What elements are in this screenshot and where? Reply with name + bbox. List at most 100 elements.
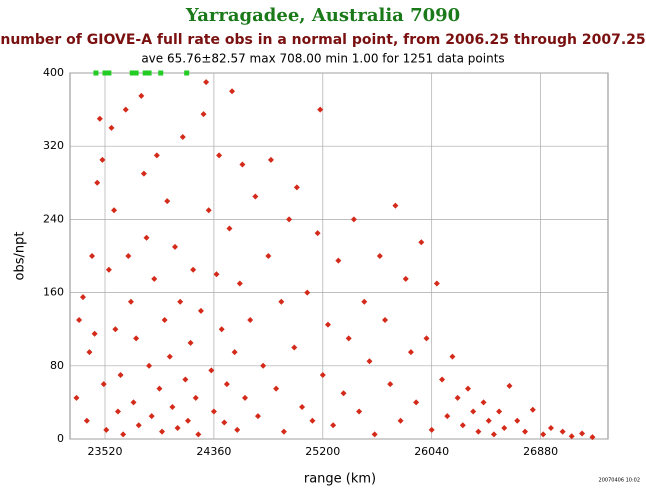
point — [402, 275, 409, 282]
point — [485, 417, 492, 424]
x-tick-label: 26880 — [523, 445, 558, 458]
point — [470, 408, 477, 415]
y-tick-label: 320 — [43, 139, 64, 152]
point — [239, 161, 246, 168]
point — [105, 266, 112, 273]
point — [133, 335, 140, 342]
point — [439, 376, 446, 383]
x-axis-label: range (km) — [304, 472, 376, 487]
point — [265, 253, 272, 259]
point — [112, 326, 119, 333]
point — [133, 70, 139, 76]
point — [203, 79, 210, 86]
point — [397, 417, 404, 424]
point — [286, 216, 293, 223]
point — [177, 298, 184, 305]
point — [366, 358, 373, 365]
point — [96, 115, 103, 122]
plot-area — [69, 72, 609, 440]
point — [218, 326, 225, 333]
point — [138, 92, 145, 99]
point — [153, 152, 160, 159]
point — [89, 253, 96, 259]
point — [304, 289, 311, 296]
point — [102, 70, 108, 76]
point — [151, 275, 158, 282]
point — [125, 253, 132, 259]
point — [376, 253, 383, 259]
point — [122, 106, 129, 113]
point — [210, 408, 217, 415]
point — [490, 431, 497, 438]
point — [169, 403, 176, 410]
point — [94, 179, 101, 186]
point — [464, 385, 471, 392]
point — [579, 430, 586, 437]
point — [392, 202, 399, 209]
point — [79, 294, 86, 301]
point — [216, 152, 223, 159]
point — [223, 381, 230, 388]
x-tick-label: 24360 — [196, 445, 231, 458]
point — [187, 339, 194, 346]
point — [166, 353, 173, 360]
point — [540, 431, 547, 438]
point — [345, 335, 352, 342]
point — [182, 376, 189, 383]
point — [156, 385, 163, 392]
chart-subtitle: number of GIOVE-A full rate obs in a nor… — [0, 32, 645, 48]
point — [146, 70, 152, 76]
point — [280, 428, 287, 435]
point — [91, 330, 98, 337]
point — [229, 88, 236, 95]
point — [514, 417, 521, 424]
point — [76, 317, 83, 324]
point — [242, 394, 249, 401]
point — [454, 394, 461, 401]
y-tick-label: 80 — [50, 359, 64, 372]
point — [127, 298, 134, 305]
point — [83, 417, 90, 424]
point — [267, 156, 274, 163]
point — [93, 70, 99, 76]
point — [522, 428, 529, 435]
point — [130, 399, 137, 406]
point — [293, 184, 300, 191]
point — [361, 298, 368, 305]
point — [195, 431, 202, 438]
point — [135, 422, 142, 429]
point — [547, 425, 554, 432]
point — [356, 408, 363, 415]
point — [192, 394, 199, 401]
x-tick-label: 25200 — [305, 445, 340, 458]
point — [382, 317, 389, 324]
chart-title: Yarragadee, Australia 7090 — [185, 5, 460, 26]
point — [200, 111, 207, 118]
point — [108, 124, 115, 131]
point — [142, 70, 148, 76]
timestamp: 20070406 10:02 — [599, 478, 640, 484]
point — [148, 413, 155, 420]
stats: ave 65.76±82.57 max 708.00 min 1.00 for … — [141, 52, 504, 66]
x-tick-label: 23520 — [88, 445, 123, 458]
point — [140, 170, 147, 177]
point — [117, 371, 124, 378]
point — [106, 70, 112, 76]
point — [309, 417, 316, 424]
point — [371, 431, 378, 438]
point — [449, 353, 456, 360]
point — [103, 426, 110, 433]
point — [247, 317, 254, 324]
point — [143, 234, 150, 241]
point — [172, 243, 179, 250]
point — [120, 431, 127, 438]
point — [506, 382, 513, 389]
point — [291, 344, 298, 351]
point — [501, 425, 508, 432]
point — [387, 381, 394, 388]
point — [190, 266, 197, 273]
point — [428, 426, 435, 433]
point — [260, 362, 267, 369]
point — [459, 422, 466, 429]
